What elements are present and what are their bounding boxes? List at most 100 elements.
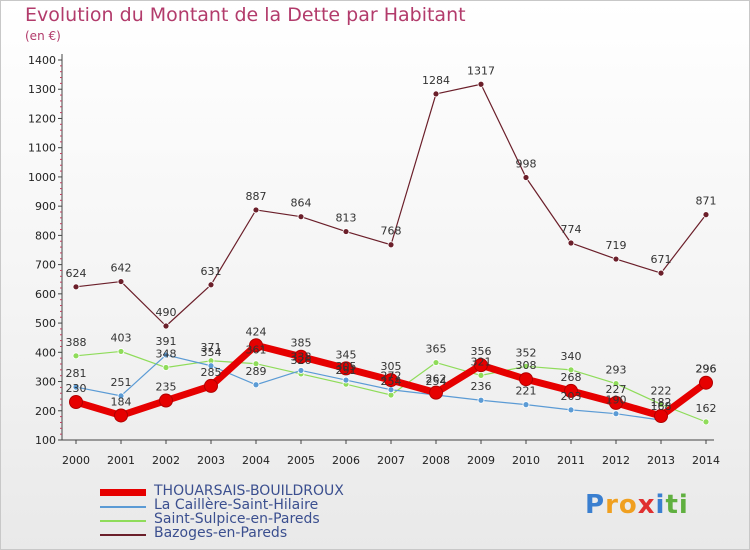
data-label: 305	[336, 360, 357, 373]
data-point	[612, 255, 620, 263]
data-point	[654, 409, 668, 424]
data-label: 184	[111, 395, 132, 408]
logo-letter: x	[637, 490, 656, 520]
data-label: 236	[471, 380, 492, 393]
data-point	[477, 396, 485, 404]
data-label: 391	[156, 335, 177, 348]
x-tick-label: 2008	[422, 454, 450, 467]
x-tick-label: 2014	[692, 454, 720, 467]
data-label: 296	[696, 363, 717, 376]
data-point	[612, 380, 620, 387]
data-point	[297, 367, 305, 374]
data-point	[432, 90, 440, 98]
data-point	[117, 278, 125, 285]
y-tick-label: 1000	[28, 171, 56, 184]
data-label: 361	[246, 344, 267, 357]
data-label: 345	[336, 348, 357, 361]
data-label: 371	[201, 341, 222, 354]
y-tick-label: 300	[35, 376, 56, 389]
x-tick-label: 2007	[377, 454, 405, 467]
data-label: 774	[561, 223, 582, 236]
data-label: 268	[561, 371, 582, 384]
legend-label: Saint-Sulpice-en-Pareds	[154, 511, 320, 527]
chart-data-labels: 624 642 490 631 887 864 813 768 1284 1317 998 774 71…	[66, 64, 717, 415]
legend-swatch	[100, 534, 146, 536]
chart-data-points	[69, 80, 713, 426]
data-point	[432, 359, 440, 366]
data-point	[567, 366, 575, 374]
data-point	[207, 362, 215, 370]
data-label: 385	[291, 337, 312, 350]
data-point	[339, 361, 353, 376]
data-label: 403	[111, 331, 132, 344]
logo-letter: o	[618, 490, 638, 520]
x-tick-label: 2005	[287, 454, 315, 467]
data-point	[657, 400, 665, 408]
data-label: 272	[381, 370, 402, 383]
data-point	[522, 401, 530, 409]
data-label: 1284	[422, 74, 450, 87]
data-point	[609, 395, 623, 410]
data-point	[162, 351, 170, 359]
legend-swatch	[100, 489, 146, 496]
data-point	[72, 383, 80, 391]
data-label: 642	[111, 262, 132, 275]
data-point	[474, 358, 488, 373]
legend-label: Bazoges-en-Pareds	[154, 525, 288, 541]
data-point	[702, 418, 710, 426]
data-point	[249, 338, 263, 353]
data-label: 388	[66, 336, 87, 349]
data-label: 998	[516, 158, 537, 171]
data-label: 768	[381, 225, 402, 238]
x-tick-label: 2010	[512, 454, 540, 467]
legend-label: THOUARSAIS-BOUILDROUX	[154, 483, 344, 499]
data-label: 424	[246, 325, 267, 338]
data-label: 293	[606, 364, 627, 377]
x-tick-label: 2001	[107, 454, 135, 467]
data-point	[519, 372, 533, 387]
data-label: 887	[246, 190, 267, 203]
data-label: 624	[66, 267, 87, 280]
chart-title: Evolution du Montant de la Dette par Hab…	[25, 4, 466, 26]
data-label: 221	[516, 385, 537, 398]
data-label: 251	[111, 376, 132, 389]
x-tick-label: 2009	[467, 454, 495, 467]
data-label: 348	[156, 348, 177, 361]
y-tick-label: 1400	[28, 54, 56, 67]
data-label: 182	[651, 396, 672, 409]
data-label: 262	[426, 373, 447, 386]
data-label: 326	[291, 354, 312, 367]
x-tick-label: 2011	[557, 454, 585, 467]
data-label: 227	[606, 383, 627, 396]
data-point	[72, 283, 80, 291]
data-label: 222	[651, 384, 672, 397]
legend-item: THOUARSAIS-BOUILDROUX	[100, 483, 400, 499]
data-point	[207, 281, 215, 289]
data-label: 168	[651, 400, 672, 413]
data-point	[69, 395, 83, 409]
y-tick-label: 400	[35, 346, 56, 359]
y-tick-label: 700	[35, 259, 56, 272]
data-point	[699, 375, 713, 390]
data-label: 308	[516, 359, 537, 372]
legend-item: Saint-Sulpice-en-Pareds	[100, 511, 400, 527]
data-point	[162, 364, 170, 371]
data-label: 719	[606, 239, 627, 252]
data-point	[612, 410, 620, 418]
legend-item: Bazoges-en-Pareds	[100, 525, 400, 541]
y-tick-label: 800	[35, 229, 56, 242]
data-label: 671	[651, 253, 672, 266]
legend-swatch	[100, 520, 146, 522]
data-point	[564, 383, 578, 398]
data-label: 321	[471, 355, 492, 368]
data-point	[384, 373, 398, 388]
data-label: 203	[561, 390, 582, 403]
x-tick-label: 2013	[647, 454, 675, 467]
data-point	[522, 174, 530, 181]
data-point	[477, 80, 485, 88]
legend-label: La Caillère-Saint-Hilaire	[154, 497, 319, 513]
data-label: 356	[471, 345, 492, 358]
y-tick-label: 600	[35, 288, 56, 301]
data-point	[294, 349, 308, 364]
